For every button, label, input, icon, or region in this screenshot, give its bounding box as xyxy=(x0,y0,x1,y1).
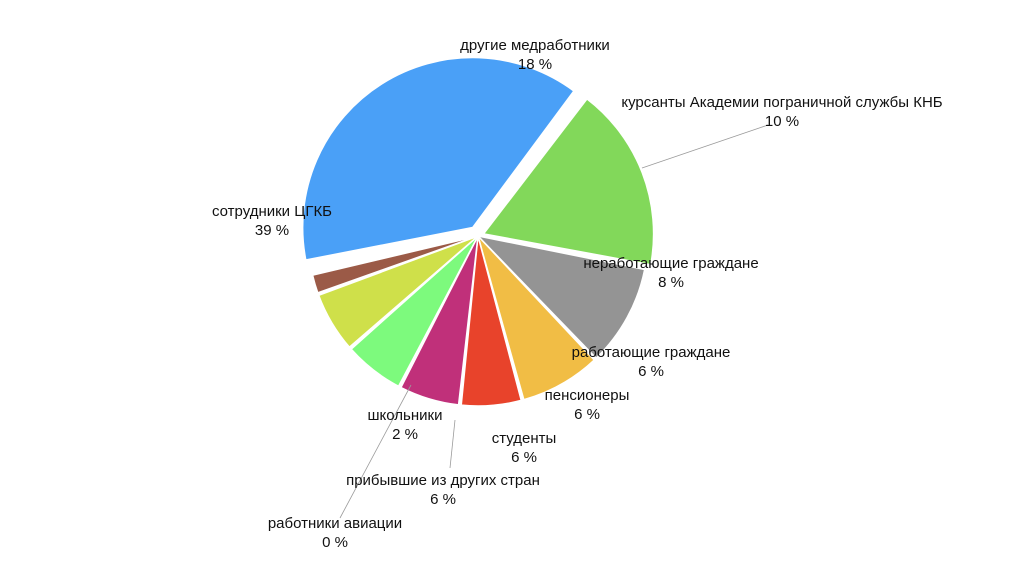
slice-category-label: другие медработники xyxy=(460,37,610,54)
slice-школьники xyxy=(311,235,479,294)
leader-line xyxy=(641,124,769,169)
slice-category-label: школьники xyxy=(368,407,443,424)
slice-category-label: работники авиации xyxy=(268,515,402,532)
slice-сотрудники-цгкб xyxy=(301,56,575,261)
slice-студенты xyxy=(350,235,479,388)
slice-category-label: курсанты Академии пограничной службы КНБ xyxy=(621,94,942,111)
slice-labels: другие медработники 18 % курсанты Академии… xyxy=(212,37,943,551)
slice-работники-авиации xyxy=(310,235,479,274)
leader-line xyxy=(339,384,412,519)
slice-неработающие-граждане xyxy=(477,235,596,401)
slice-курсанты-академии-пограничной-службы-кнб xyxy=(475,234,646,360)
slice-category-label: неработающие граждане xyxy=(583,255,758,272)
slice-percent-label: 6 % xyxy=(430,491,456,508)
slice-percent-label: 39 % xyxy=(255,222,289,239)
pie-slices xyxy=(301,56,655,407)
slice-работающие-граждане xyxy=(460,235,523,407)
slice-percent-label: 6 % xyxy=(511,449,537,466)
slice-пенсионеры xyxy=(399,235,479,406)
slice-category-label: прибывшие из других стран xyxy=(346,472,540,489)
slice-percent-label: 2 % xyxy=(392,426,418,443)
slice-percent-label: 0 % xyxy=(322,534,348,551)
slice-percent-label: 6 % xyxy=(638,363,664,380)
slice-percent-label: 10 % xyxy=(765,113,799,130)
slice-прибывшие-из-других-стран xyxy=(317,235,479,349)
leader-line xyxy=(449,419,456,469)
slice-percent-label: 6 % xyxy=(574,406,600,423)
slice-другие-медработники xyxy=(482,97,655,266)
slice-category-label: сотрудники ЦГКБ xyxy=(212,203,332,220)
slice-category-label: студенты xyxy=(492,430,557,447)
leader-lines xyxy=(339,124,769,519)
slice-percent-label: 8 % xyxy=(658,274,684,291)
slice-percent-label: 18 % xyxy=(518,56,552,73)
slice-category-label: пенсионеры xyxy=(545,387,630,404)
slice-category-label: работающие граждане xyxy=(572,344,731,361)
